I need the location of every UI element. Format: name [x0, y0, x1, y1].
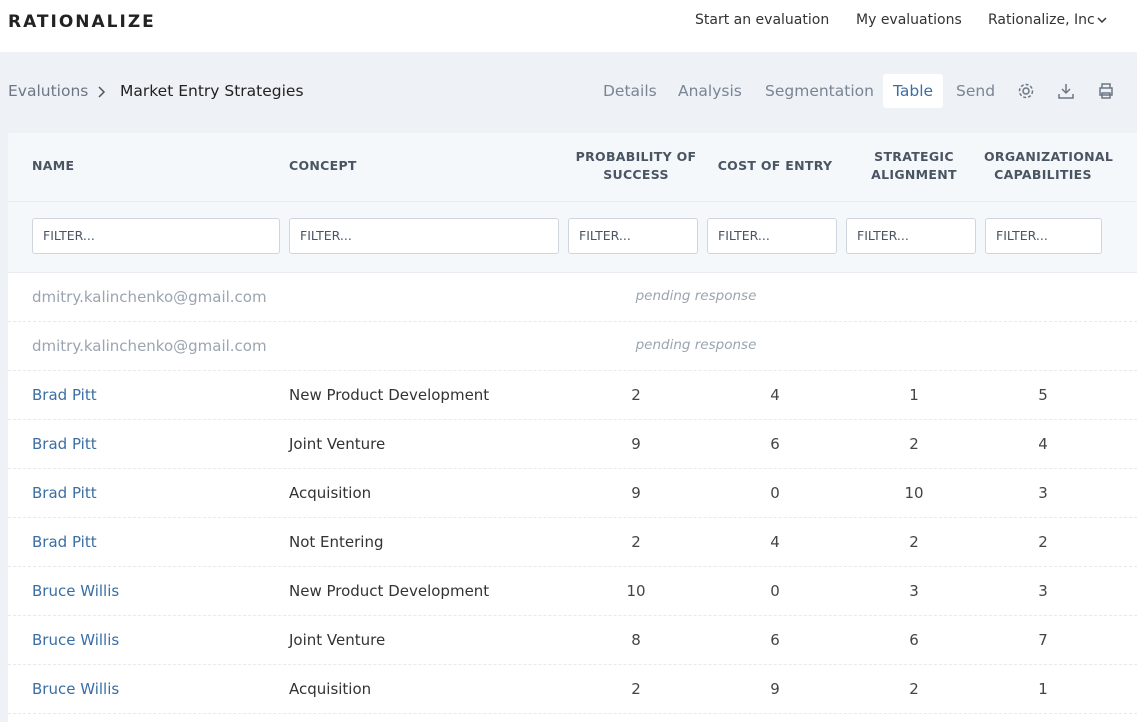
filter-input[interactable]: FILTER... — [985, 218, 1102, 254]
score: 5 — [1038, 386, 1048, 404]
score: 1 — [1038, 680, 1048, 698]
column-header: ORGANIZATIONAL CAPABILITIES — [984, 149, 1114, 182]
column-header: COST OF ENTRY — [717, 158, 833, 173]
table-row — [8, 420, 1137, 469]
filter-input[interactable]: FILTER... — [707, 218, 837, 254]
score: 8 — [631, 631, 641, 649]
score: 2 — [631, 533, 641, 551]
score: 10 — [904, 484, 924, 502]
respondent-link[interactable]: Brad Pitt — [32, 533, 97, 551]
score: 2 — [909, 435, 919, 453]
score: 1 — [909, 386, 919, 404]
filter-input[interactable]: FILTER... — [846, 218, 976, 254]
table-header — [8, 133, 1137, 202]
concept: New Product Development — [289, 386, 490, 404]
score: 9 — [631, 484, 641, 502]
tab[interactable]: Table — [883, 74, 944, 108]
table-row — [8, 567, 1137, 616]
table-row — [8, 518, 1137, 567]
table-row — [8, 469, 1137, 518]
tab[interactable]: Send — [956, 82, 996, 100]
breadcrumb-separator — [98, 86, 106, 98]
respondent-link[interactable]: Brad Pitt — [32, 435, 97, 453]
download-icon[interactable] — [1057, 82, 1075, 100]
score: 7 — [1038, 631, 1048, 649]
concept: New Product Development — [289, 582, 490, 600]
nav-link[interactable]: My evaluations — [856, 12, 962, 28]
score: 9 — [770, 680, 780, 698]
score: 4 — [770, 386, 780, 404]
table-row — [8, 665, 1137, 714]
concept: Not Entering — [289, 533, 384, 551]
breadcrumb-current: Market Entry Strategies — [120, 82, 304, 100]
filter-input[interactable]: FILTER... — [289, 218, 559, 254]
pending-email: dmitry.kalinchenko@gmail.com — [32, 337, 267, 355]
score: 9 — [631, 435, 641, 453]
pending-status: pending response — [635, 337, 757, 353]
score: 4 — [770, 533, 780, 551]
score: 6 — [770, 435, 780, 453]
score: 0 — [770, 582, 780, 600]
tab[interactable]: Details — [603, 82, 657, 100]
column-header: NAME — [32, 158, 75, 173]
respondent-link[interactable]: Bruce Willis — [32, 582, 120, 600]
table-row — [8, 322, 1137, 371]
score: 10 — [626, 582, 646, 600]
table-row — [8, 371, 1137, 420]
concept: Joint Venture — [289, 631, 386, 649]
score: 2 — [909, 533, 919, 551]
concept: Joint Venture — [289, 435, 386, 453]
score: 2 — [1038, 533, 1048, 551]
respondent-link[interactable]: Bruce Willis — [32, 680, 120, 698]
pending-email: dmitry.kalinchenko@gmail.com — [32, 288, 267, 306]
breadcrumb-link[interactable]: Evalutions — [8, 82, 89, 100]
respondent-link[interactable]: Bruce Willis — [32, 631, 120, 649]
column-header: CONCEPT — [289, 158, 357, 173]
respondent-link[interactable]: Brad Pitt — [32, 386, 97, 404]
score: 6 — [770, 631, 780, 649]
pending-status: pending response — [635, 288, 757, 304]
top-bar: RATIONALIZE Start an evaluation My evalu… — [0, 0, 1137, 52]
column-header: PROBABILITY OF SUCCESS — [575, 149, 697, 182]
logo[interactable]: RATIONALIZE — [8, 12, 156, 32]
score: 3 — [1038, 582, 1048, 600]
concept: Acquisition — [289, 680, 372, 698]
nav-link[interactable]: Start an evaluation — [695, 12, 830, 28]
filter-input[interactable]: FILTER... — [568, 218, 698, 254]
respondent-link[interactable]: Brad Pitt — [32, 484, 97, 502]
chevron-down — [1097, 17, 1107, 24]
tab[interactable]: Analysis — [678, 82, 742, 100]
column-header: STRATEGIC ALIGNMENT — [871, 149, 957, 182]
score: 2 — [909, 680, 919, 698]
score: 2 — [631, 386, 641, 404]
score: 4 — [1038, 435, 1048, 453]
score: 2 — [631, 680, 641, 698]
filter-input[interactable]: FILTER... — [32, 218, 280, 254]
table-row — [8, 616, 1137, 665]
score: 3 — [1038, 484, 1048, 502]
score: 6 — [909, 631, 919, 649]
print-icon[interactable] — [1097, 82, 1115, 100]
score: 0 — [770, 484, 780, 502]
settings-icon[interactable] — [1017, 82, 1035, 100]
table-row — [8, 273, 1137, 322]
concept: Acquisition — [289, 484, 372, 502]
score: 3 — [909, 582, 919, 600]
account-menu[interactable]: Rationalize, Inc — [988, 12, 1095, 28]
tab[interactable]: Segmentation — [765, 82, 874, 100]
